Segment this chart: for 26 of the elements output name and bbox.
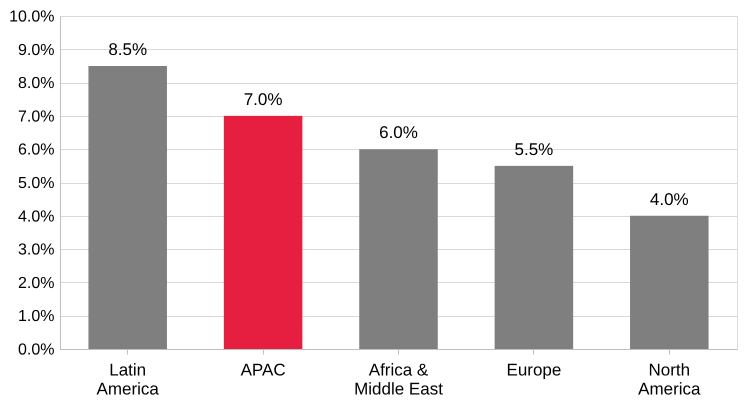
bar — [494, 166, 574, 349]
bar — [630, 216, 709, 349]
y-tick-label: 2.0% — [18, 274, 54, 292]
y-tick-label: 4.0% — [18, 208, 54, 226]
data-label: 4.0% — [650, 190, 689, 209]
bar — [224, 116, 302, 349]
y-tick-label: 7.0% — [18, 108, 54, 126]
x-tick-label: APAC — [240, 360, 286, 380]
x-tick-label: Latin America — [96, 360, 160, 398]
data-label: 5.5% — [514, 140, 554, 159]
data-label: 8.5% — [108, 40, 148, 59]
x-tick-label: Europe — [506, 360, 562, 380]
bar — [359, 149, 438, 349]
data-label: 7.0% — [244, 90, 282, 109]
data-label: 6.0% — [379, 123, 418, 142]
y-tick-label: 3.0% — [18, 242, 54, 259]
y-tick-label: 5.0% — [18, 175, 54, 192]
bar — [88, 66, 167, 349]
y-tick-label: 1.0% — [18, 308, 54, 326]
y-tick-label: 8.0% — [18, 75, 54, 92]
x-tick-label: North America — [638, 360, 702, 398]
y-tick-label: 9.0% — [18, 42, 54, 59]
y-tick-label: 0.0% — [18, 342, 54, 358]
y-tick-label: 6.0% — [18, 142, 54, 159]
x-tick-label: Africa & Middle East — [354, 360, 444, 398]
y-tick-label: 10.0% — [9, 8, 54, 26]
